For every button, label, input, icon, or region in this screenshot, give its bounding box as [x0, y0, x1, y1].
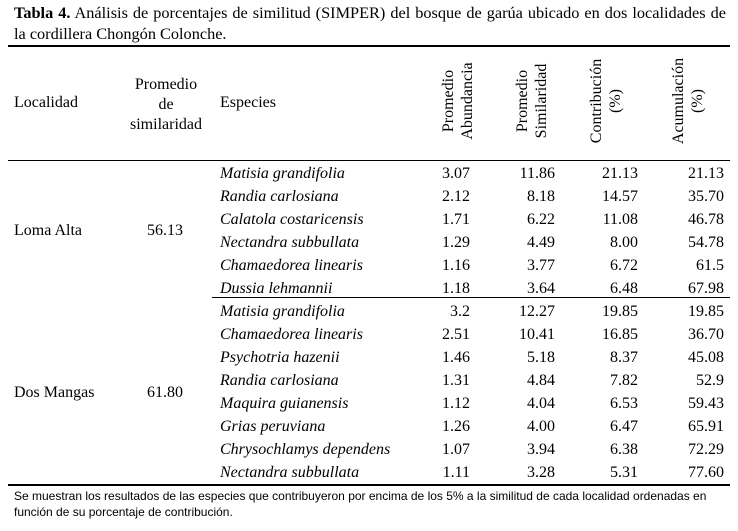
cell-similaridad: 4.49 — [527, 234, 555, 251]
cell-similaridad: 8.18 — [527, 188, 555, 205]
cell-similaridad: 10.41 — [519, 326, 555, 343]
cell-acumulacion: 72.29 — [688, 441, 724, 458]
cell-abundancia: 1.46 — [442, 349, 470, 366]
cell-acumulacion: 46.78 — [688, 211, 724, 228]
table-footnote: Se muestran los resultados de las especi… — [14, 489, 707, 519]
cell-similaridad: 4.04 — [527, 395, 555, 412]
cell-acumulacion: 65.91 — [688, 418, 724, 435]
cell-especie: Calatola costaricensis — [220, 211, 364, 228]
header-acumulacion-1: Acumulación — [670, 57, 687, 145]
cell-acumulacion: 35.70 — [688, 188, 724, 205]
header-localidad: Localidad — [14, 94, 78, 111]
cell-similaridad: 3.64 — [527, 280, 555, 297]
localidad-loma-alta: Loma Alta — [14, 222, 82, 239]
header-promedio-similaridad-1: Promedio — [134, 76, 198, 93]
cell-abundancia: 1.16 — [442, 257, 470, 274]
cell-abundancia: 1.26 — [442, 418, 470, 435]
cell-especie: Dussia lehmannii — [220, 280, 333, 297]
cell-acumulacion: 67.98 — [688, 280, 724, 297]
cell-similaridad: 3.28 — [527, 464, 555, 481]
table-label: Tabla 4. — [14, 3, 71, 22]
header-contribucion: Contribución (%) — [587, 46, 627, 156]
cell-especie: Nectandra subbullata — [220, 234, 360, 251]
header-acumulacion-2: (%) — [689, 89, 706, 113]
cell-acumulacion: 77.60 — [688, 464, 724, 481]
cell-contribucion: 14.57 — [602, 188, 638, 205]
group-separator-rule — [212, 297, 730, 298]
cell-contribucion: 6.47 — [610, 418, 638, 435]
promedio-loma-alta: 56.13 — [147, 222, 183, 239]
cell-abundancia: 1.11 — [442, 464, 470, 481]
cell-especie: Chamaedorea linearis — [220, 326, 363, 343]
localidad-dos-mangas: Dos Mangas — [14, 384, 95, 401]
table-caption: Tabla 4. Análisis de porcentajes de simi… — [14, 2, 726, 44]
cell-especie: Matisia grandifolia — [220, 303, 345, 320]
cell-contribucion: 19.85 — [602, 303, 638, 320]
cell-especie: Psychotria hazenii — [220, 349, 340, 366]
cell-especie: Randia carlosiana — [220, 188, 339, 205]
cell-abundancia: 1.71 — [442, 211, 470, 228]
cell-abundancia: 1.07 — [442, 441, 470, 458]
header-promedio-similaridad-3: similaridad — [130, 116, 202, 133]
cell-especie: Chrysochlamys dependens — [220, 441, 391, 458]
cell-similaridad: 5.18 — [527, 349, 555, 366]
header-promedio-similaridad-col: Promedio Similaridad — [513, 46, 553, 156]
cell-abundancia: 2.51 — [442, 326, 470, 343]
cell-contribucion: 6.48 — [610, 280, 638, 297]
header-promedio-similaridad-2: de — [158, 96, 174, 113]
header-promedio-abundancia-2: Abundancia — [459, 62, 476, 140]
cell-abundancia: 3.2 — [450, 303, 470, 320]
header-especies: Especies — [220, 94, 276, 111]
cell-similaridad: 11.86 — [519, 165, 555, 182]
header-promedio-similaridad-col-1: Promedio — [514, 69, 531, 133]
cell-especie: Matisia grandifolia — [220, 165, 345, 182]
cell-abundancia: 1.31 — [442, 372, 470, 389]
cell-especie: Chamaedorea linearis — [220, 257, 363, 274]
cell-similaridad: 12.27 — [519, 303, 555, 320]
cell-similaridad: 4.00 — [527, 418, 555, 435]
cell-contribucion: 6.38 — [610, 441, 638, 458]
cell-contribucion: 16.85 — [602, 326, 638, 343]
cell-contribucion: 8.00 — [610, 234, 638, 251]
cell-acumulacion: 52.9 — [696, 372, 724, 389]
cell-contribucion: 5.31 — [610, 464, 638, 481]
header-contribucion-2: (%) — [607, 89, 624, 113]
cell-especie: Grias peruviana — [220, 418, 326, 435]
cell-similaridad: 6.22 — [527, 211, 555, 228]
header-contribucion-1: Contribución — [588, 58, 605, 144]
cell-similaridad: 4.84 — [527, 372, 555, 389]
cell-similaridad: 3.94 — [527, 441, 555, 458]
cell-acumulacion: 21.13 — [688, 165, 724, 182]
cell-contribucion: 21.13 — [602, 165, 638, 182]
cell-abundancia: 1.18 — [442, 280, 470, 297]
bottom-rule — [8, 484, 730, 486]
cell-contribucion: 8.37 — [610, 349, 638, 366]
cell-contribucion: 7.82 — [610, 372, 638, 389]
cell-acumulacion: 59.43 — [688, 395, 724, 412]
cell-especie: Maquira guianensis — [220, 395, 349, 412]
cell-acumulacion: 61.5 — [696, 257, 724, 274]
cell-contribucion: 6.53 — [610, 395, 638, 412]
cell-abundancia: 2.12 — [442, 188, 470, 205]
cell-acumulacion: 45.08 — [688, 349, 724, 366]
top-rule — [8, 45, 730, 47]
cell-similaridad: 3.77 — [527, 257, 555, 274]
cell-abundancia: 3.07 — [442, 165, 470, 182]
cell-acumulacion: 36.70 — [688, 326, 724, 343]
cell-acumulacion: 19.85 — [688, 303, 724, 320]
cell-contribucion: 11.08 — [602, 211, 638, 228]
cell-abundancia: 1.12 — [442, 395, 470, 412]
cell-contribucion: 6.72 — [610, 257, 638, 274]
table-caption-text: Análisis de porcentajes de similitud (SI… — [14, 3, 726, 43]
header-rule — [8, 160, 730, 161]
header-promedio-similaridad-col-2: Similaridad — [533, 63, 550, 139]
cell-especie: Nectandra subbullata — [220, 464, 360, 481]
header-acumulacion: Acumulación (%) — [669, 46, 709, 156]
promedio-dos-mangas: 61.80 — [147, 384, 183, 401]
header-promedio-abundancia: Promedio Abundancia — [439, 46, 479, 156]
cell-abundancia: 1.29 — [442, 234, 470, 251]
cell-especie: Randia carlosiana — [220, 372, 339, 389]
header-promedio-abundancia-1: Promedio — [440, 69, 457, 133]
cell-acumulacion: 54.78 — [688, 234, 724, 251]
